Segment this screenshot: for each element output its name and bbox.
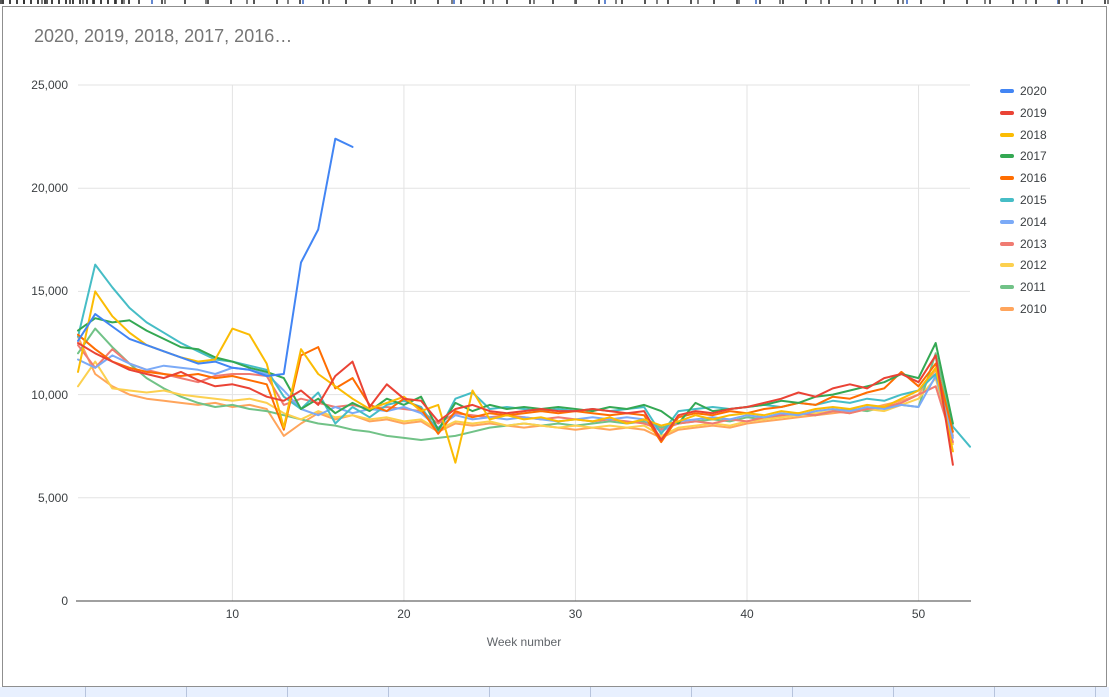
spreadsheet-cell[interactable] [85, 687, 186, 697]
series-line-2014[interactable] [77, 354, 954, 439]
legend-label: 2013 [1020, 236, 1047, 251]
x-axis-title: Week number [486, 635, 562, 649]
legend-label: 2010 [1020, 302, 1047, 316]
legend-label: 2016 [1020, 171, 1047, 186]
chart-card[interactable]: 2020, 2019, 2018, 2017, 2016… 0 5,000 10,0… [2, 6, 1107, 687]
series-line-2010[interactable] [77, 335, 954, 439]
spreadsheet-cell[interactable] [590, 687, 691, 697]
legend-swatch-icon [1000, 219, 1014, 224]
legend-label: 2011 [1020, 280, 1046, 295]
clipped-text-marks-dense [2, 0, 132, 4]
y-tick-label: 5,000 [37, 490, 68, 505]
legend-label: 2015 [1020, 193, 1047, 207]
legend-swatch-icon [1000, 307, 1014, 311]
series-line-2019[interactable] [77, 342, 954, 466]
spreadsheet-cell[interactable] [287, 687, 388, 697]
y-tick-label: 25,000 [31, 78, 68, 92]
legend-swatch-icon [1000, 241, 1014, 246]
legend-swatch-icon [1000, 110, 1014, 115]
spreadsheet-cell[interactable] [893, 687, 994, 697]
legend-label: 2018 [1020, 127, 1047, 142]
spreadsheet-cell[interactable] [691, 687, 792, 697]
legend: 2020 2019 2018 2017 2016 2015 2014 2013 2012 2011… [3, 7, 1106, 684]
chart-title: 2020, 2019, 2018, 2017, 2016… [34, 26, 293, 46]
series-line-2020[interactable] [77, 137, 354, 377]
series-line-2017[interactable] [77, 317, 954, 431]
legend-swatch-icon [1000, 263, 1014, 268]
spreadsheet-cell[interactable] [0, 687, 85, 697]
legend-swatch-icon [1000, 154, 1014, 159]
spreadsheet-cell[interactable] [388, 687, 489, 697]
spreadsheet-cell[interactable] [489, 687, 590, 697]
legend-swatch-icon [1000, 176, 1014, 181]
legend-label: 2012 [1020, 258, 1047, 273]
legend-label: 2017 [1020, 149, 1047, 164]
y-tick-label: 10,000 [31, 387, 68, 402]
x-tick-label: 20 [397, 607, 411, 621]
spreadsheet-cell[interactable] [1095, 687, 1109, 697]
clipped-text-marks [0, 0, 1109, 4]
spreadsheet-cell[interactable] [186, 687, 287, 697]
x-tick-label: 30 [568, 607, 583, 621]
spreadsheet-cell[interactable] [792, 687, 893, 697]
x-tick-label: 10 [225, 607, 240, 621]
x-tick-label: 40 [740, 607, 754, 621]
series-line-2013[interactable] [77, 344, 954, 444]
x-tick-label: 50 [911, 607, 926, 621]
spreadsheet-row-below [0, 687, 1109, 697]
y-tick-label: 15,000 [31, 284, 68, 299]
plot-svg [76, 84, 972, 602]
legend-swatch-icon [1000, 132, 1014, 137]
series-line-2018[interactable] [77, 290, 954, 464]
legend-label: 2019 [1020, 105, 1047, 120]
legend-swatch-icon [1000, 285, 1014, 290]
legend-label: 2020 [1020, 84, 1047, 98]
y-tick-label: 20,000 [31, 181, 68, 196]
legend-swatch-icon [1000, 198, 1014, 202]
series-line-2016[interactable] [77, 333, 954, 444]
y-tick-label: 0 [61, 594, 68, 608]
clipped-row-above [0, 0, 1109, 5]
legend-swatch-icon [1000, 89, 1014, 93]
legend-label: 2014 [1020, 214, 1047, 229]
spreadsheet-cell[interactable] [994, 687, 1095, 697]
